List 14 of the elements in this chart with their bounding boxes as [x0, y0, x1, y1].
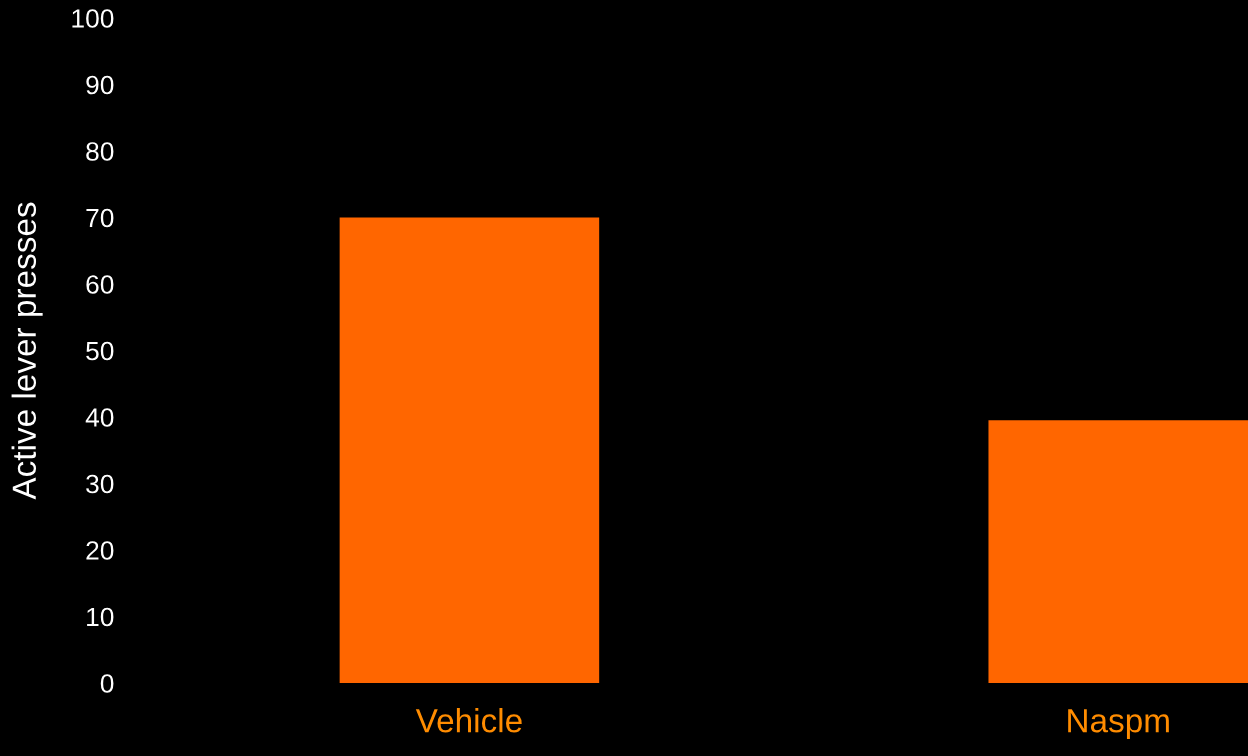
y-tick-label: 40 [85, 408, 114, 427]
y-tick-label: 70 [86, 208, 114, 228]
x-tick-label: Naspm [1068, 709, 1169, 740]
y-tick-label: 50 [86, 341, 114, 361]
y-axis-title: Active lever presses [11, 202, 43, 500]
y-tick-label: 10 [87, 607, 114, 627]
y-tick-label: 60 [86, 275, 114, 294]
y-tick-label: 100 [72, 9, 114, 28]
y-tick-label: 20 [86, 541, 114, 560]
y-tick-label: 80 [86, 142, 114, 161]
x-tick-label: Vehicle [415, 708, 522, 733]
y-tick-label: 30 [86, 474, 114, 494]
y-tick-label: 0 [100, 674, 114, 693]
y-tick-label: 90 [86, 75, 114, 95]
